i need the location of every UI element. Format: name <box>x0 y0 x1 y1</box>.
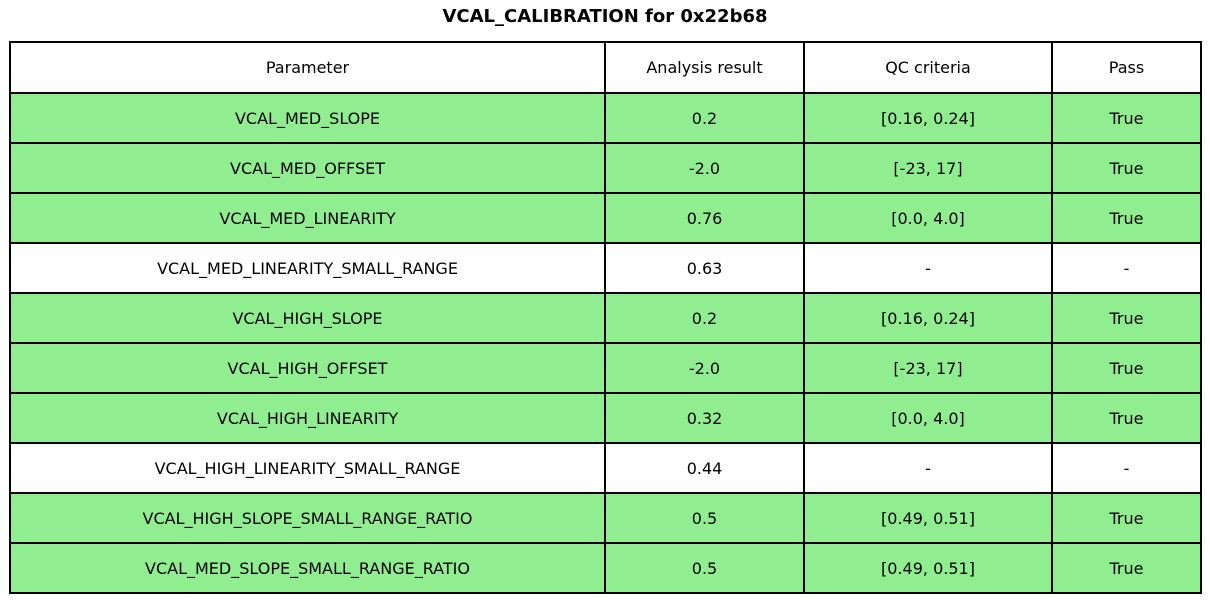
parameter-cell: VCAL_HIGH_LINEARITY <box>9 392 606 444</box>
header-row: Parameter Analysis result QC criteria Pa… <box>9 41 1202 94</box>
pass-cell: True <box>1051 292 1202 344</box>
column-header-pass: Pass <box>1051 41 1202 94</box>
analysis-result-cell: -2.0 <box>604 342 805 394</box>
table-row: VCAL_MED_SLOPE 0.2 [0.16, 0.24] True <box>9 92 1202 144</box>
analysis-result-cell: 0.2 <box>604 292 805 344</box>
table-row: VCAL_HIGH_LINEARITY_SMALL_RANGE 0.44 - - <box>9 442 1202 494</box>
parameter-cell: VCAL_HIGH_SLOPE_SMALL_RANGE_RATIO <box>9 492 606 544</box>
qc-criteria-cell: [0.16, 0.24] <box>803 92 1053 144</box>
analysis-result-cell: 0.2 <box>604 92 805 144</box>
parameter-cell: VCAL_HIGH_LINEARITY_SMALL_RANGE <box>9 442 606 494</box>
table-body: VCAL_MED_SLOPE 0.2 [0.16, 0.24] True VCA… <box>9 92 1202 594</box>
qc-criteria-cell: [0.49, 0.51] <box>803 542 1053 594</box>
pass-cell: True <box>1051 92 1202 144</box>
table-row: VCAL_HIGH_LINEARITY 0.32 [0.0, 4.0] True <box>9 392 1202 444</box>
analysis-result-cell: 0.63 <box>604 242 805 294</box>
analysis-result-cell: 0.5 <box>604 492 805 544</box>
table-row: VCAL_MED_OFFSET -2.0 [-23, 17] True <box>9 142 1202 194</box>
analysis-result-cell: 0.44 <box>604 442 805 494</box>
analysis-result-cell: 0.5 <box>604 542 805 594</box>
qc-criteria-cell: - <box>803 442 1053 494</box>
qc-criteria-cell: - <box>803 242 1053 294</box>
column-header-parameter: Parameter <box>9 41 606 94</box>
pass-cell: - <box>1051 242 1202 294</box>
pass-cell: True <box>1051 142 1202 194</box>
pass-cell: True <box>1051 492 1202 544</box>
pass-cell: True <box>1051 542 1202 594</box>
table-row: VCAL_HIGH_SLOPE_SMALL_RANGE_RATIO 0.5 [0… <box>9 492 1202 544</box>
parameter-cell: VCAL_MED_OFFSET <box>9 142 606 194</box>
table-row: VCAL_MED_SLOPE_SMALL_RANGE_RATIO 0.5 [0.… <box>9 542 1202 594</box>
table-row: VCAL_MED_LINEARITY 0.76 [0.0, 4.0] True <box>9 192 1202 244</box>
analysis-result-cell: 0.76 <box>604 192 805 244</box>
figure-title: VCAL_CALIBRATION for 0x22b68 <box>442 6 768 27</box>
qc-criteria-cell: [-23, 17] <box>803 342 1053 394</box>
parameter-cell: VCAL_MED_LINEARITY_SMALL_RANGE <box>9 242 606 294</box>
parameter-cell: VCAL_HIGH_OFFSET <box>9 342 606 394</box>
table-row: VCAL_MED_LINEARITY_SMALL_RANGE 0.63 - - <box>9 242 1202 294</box>
qc-criteria-cell: [-23, 17] <box>803 142 1053 194</box>
analysis-result-cell: 0.32 <box>604 392 805 444</box>
parameter-cell: VCAL_MED_LINEARITY <box>9 192 606 244</box>
pass-cell: True <box>1051 192 1202 244</box>
parameter-cell: VCAL_MED_SLOPE_SMALL_RANGE_RATIO <box>9 542 606 594</box>
column-header-qc-criteria: QC criteria <box>803 41 1053 94</box>
table-row: VCAL_HIGH_OFFSET -2.0 [-23, 17] True <box>9 342 1202 394</box>
qc-criteria-cell: [0.49, 0.51] <box>803 492 1053 544</box>
table-row: VCAL_HIGH_SLOPE 0.2 [0.16, 0.24] True <box>9 292 1202 344</box>
table-header: Parameter Analysis result QC criteria Pa… <box>9 41 1202 94</box>
pass-cell: True <box>1051 392 1202 444</box>
analysis-result-cell: -2.0 <box>604 142 805 194</box>
pass-cell: True <box>1051 342 1202 394</box>
qc-criteria-cell: [0.0, 4.0] <box>803 192 1053 244</box>
parameter-cell: VCAL_HIGH_SLOPE <box>9 292 606 344</box>
qc-criteria-cell: [0.0, 4.0] <box>803 392 1053 444</box>
pass-cell: - <box>1051 442 1202 494</box>
column-header-analysis-result: Analysis result <box>604 41 805 94</box>
parameter-cell: VCAL_MED_SLOPE <box>9 92 606 144</box>
qc-criteria-cell: [0.16, 0.24] <box>803 292 1053 344</box>
calibration-table: Parameter Analysis result QC criteria Pa… <box>9 41 1202 594</box>
